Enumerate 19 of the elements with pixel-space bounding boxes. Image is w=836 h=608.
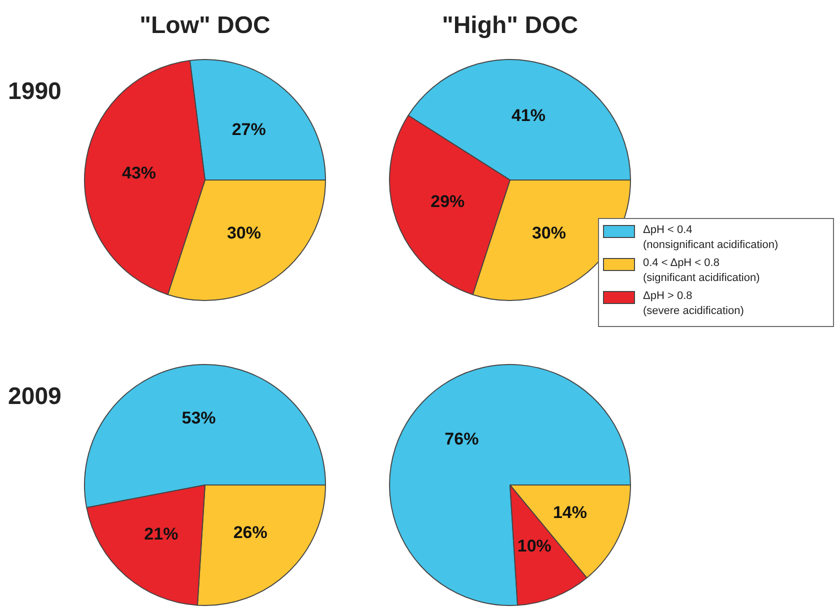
- chart-title: "Low" DOC: [138, 12, 272, 40]
- text: 2009: [8, 383, 62, 411]
- chart-title: "High" DOC: [440, 12, 580, 40]
- data-label: 76%: [444, 429, 479, 448]
- data-label: 29%: [430, 192, 465, 212]
- data-label: 30%: [532, 223, 566, 242]
- data-label: 26%: [233, 523, 268, 542]
- data-label: 10%: [517, 536, 552, 556]
- legend-label: ΔpH < 0.4 (nonsignificant acidification): [643, 223, 778, 253]
- text: 1990: [8, 78, 62, 106]
- data-label: 43%: [122, 163, 156, 182]
- data-label: 27%: [232, 120, 266, 139]
- data-label: 14%: [552, 502, 587, 522]
- legend-label: 0.4 < ΔpH < 0.8 (significant acidification): [643, 256, 760, 286]
- data-label: 21%: [144, 524, 178, 544]
- data-label: 30%: [226, 223, 261, 242]
- legend-label: ΔpH > 0.8 (severe acidification): [643, 289, 744, 319]
- data-label: 41%: [511, 106, 546, 126]
- data-label: 53%: [182, 408, 216, 428]
